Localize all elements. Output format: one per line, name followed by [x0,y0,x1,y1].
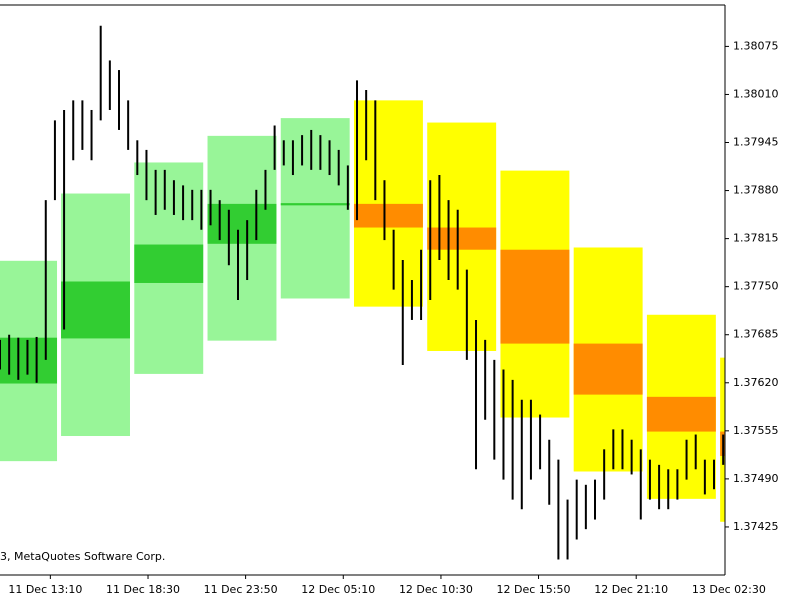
range-band [134,244,204,283]
range-band [207,203,277,244]
y-tick-label: 1.37425 [733,520,779,533]
y-tick-label: 1.37490 [733,472,779,485]
x-tick-label: 11 Dec 23:50 [204,583,278,596]
y-tick-label: 1.37945 [733,136,779,149]
x-tick-label: 12 Dec 21:10 [594,583,668,596]
x-tick-label: 11 Dec 13:10 [8,583,82,596]
y-tick-label: 1.37555 [733,424,779,437]
range-box [280,118,350,299]
y-tick-label: 1.37815 [733,232,779,245]
y-tick-label: 1.38010 [733,87,779,100]
x-tick-label: 13 Dec 02:30 [692,583,766,596]
range-box [353,100,423,307]
x-tick-label: 11 Dec 18:30 [106,583,180,596]
x-tick-label: 12 Dec 10:30 [399,583,473,596]
y-tick-label: 1.37620 [733,376,779,389]
range-band [573,343,643,395]
x-tick-label: 12 Dec 05:10 [301,583,375,596]
range-band [646,396,716,432]
x-tick-label: 12 Dec 15:50 [497,583,571,596]
plot-area [0,25,725,560]
y-tick-label: 1.38075 [733,39,779,52]
y-tick-label: 1.37685 [733,328,779,341]
range-band [61,281,130,339]
range-band [353,203,423,228]
y-tick-label: 1.37750 [733,280,779,293]
y-tick-label: 1.37880 [733,184,779,197]
range-band [427,227,497,250]
watermark: 3, MetaQuotes Software Corp. [0,550,165,563]
range-band [500,249,570,344]
range-band [280,203,350,206]
